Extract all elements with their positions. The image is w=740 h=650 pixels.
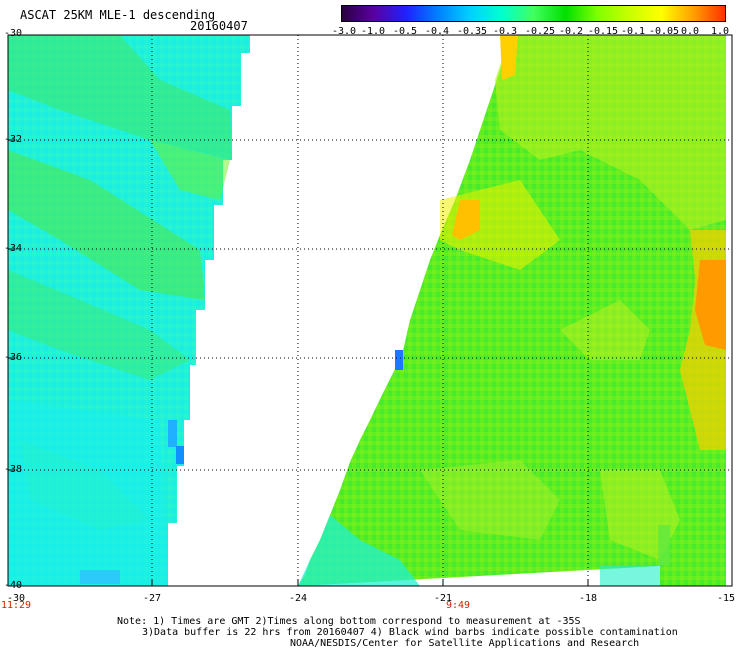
lon-label: -21 [433, 593, 453, 604]
lat-label: -38 [4, 464, 23, 475]
colorbar-label: -0.15 [587, 26, 619, 37]
map-frame [7, 34, 733, 587]
colorbar-label: -0.3 [492, 26, 518, 37]
lat-label: -34 [4, 243, 23, 254]
colorbar-label: 0.0 [680, 26, 700, 37]
colorbar-label: -0.25 [524, 26, 556, 37]
lon-label: -27 [142, 593, 162, 604]
east-swath [298, 35, 726, 586]
lat-label: -40 [4, 580, 23, 591]
lon-label: -24 [288, 593, 308, 604]
colorbar-label: -0.1 [620, 26, 646, 37]
colorbar-label: -0.05 [648, 26, 680, 37]
lat-label: -36 [4, 352, 23, 363]
note-line-2: 3)Data buffer is 22 hrs from 20160407 4)… [142, 627, 678, 638]
lon-label: -30 [6, 593, 26, 604]
colorbar-label: -0.35 [456, 26, 488, 37]
colorbar-label: -0.4 [424, 26, 450, 37]
colorbar-label: -3.0 [331, 26, 357, 37]
lat-label: -30 [4, 28, 23, 39]
lon-label: -15 [716, 593, 736, 604]
product-date: 20160407 [190, 19, 248, 33]
tick-marks [8, 139, 589, 586]
lat-label: -32 [4, 134, 23, 145]
colorbar-label: -0.5 [392, 26, 418, 37]
colorbar [341, 5, 726, 22]
time-label: 9:49 [445, 600, 471, 611]
product-title: ASCAT 25KM MLE-1 descending [20, 8, 216, 22]
colorbar-label: -1.0 [360, 26, 386, 37]
west-swath [8, 35, 250, 586]
grid-lines [8, 35, 732, 586]
time-label: 11:29 [0, 600, 32, 611]
colorbar-label: 1.0 [710, 26, 730, 37]
note-line-3: NOAA/NESDIS/Center for Satellite Applica… [290, 638, 640, 649]
lon-label: -18 [578, 593, 598, 604]
colorbar-label: -0.2 [558, 26, 584, 37]
note-line-1: Note: 1) Times are GMT 2)Times along bot… [117, 616, 581, 627]
